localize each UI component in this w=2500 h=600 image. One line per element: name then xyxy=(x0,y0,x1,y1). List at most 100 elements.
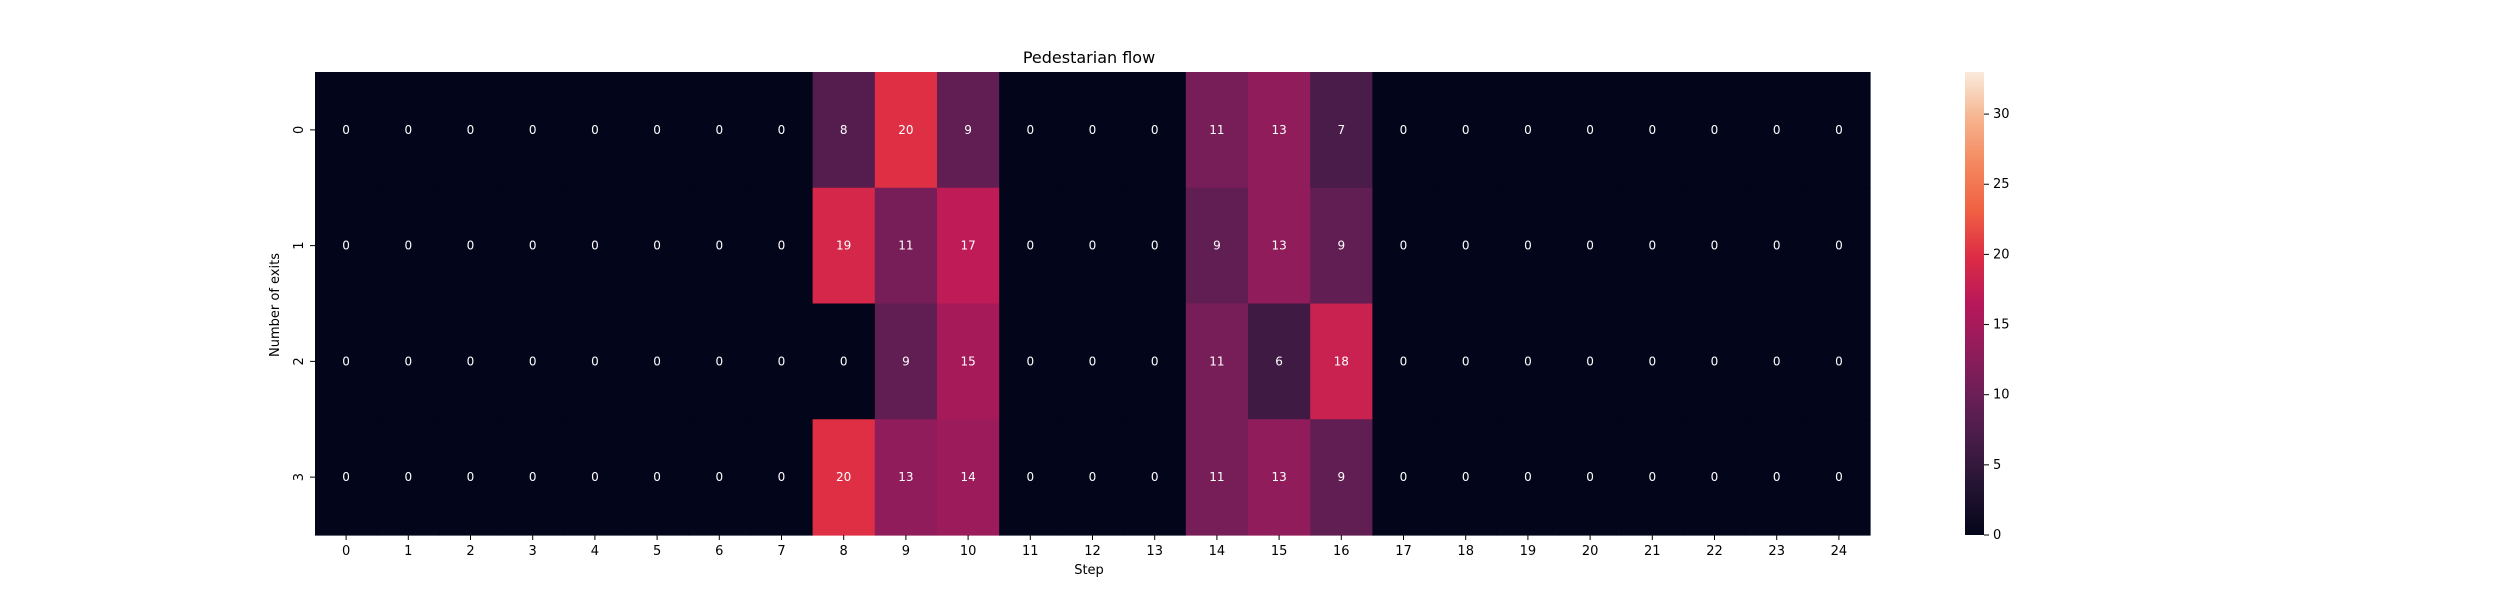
heatmap-cell xyxy=(1683,303,1747,420)
cell-annotation: 0 xyxy=(778,470,786,484)
cell-annotation: 0 xyxy=(778,123,786,137)
heatmap-cell xyxy=(1621,303,1684,420)
heatmap-cell xyxy=(315,72,378,189)
cell-annotation: 0 xyxy=(715,354,723,368)
x-tick-label: 3 xyxy=(529,544,537,559)
cell-annotation: 0 xyxy=(1586,470,1594,484)
heatmap-cell xyxy=(1310,303,1373,420)
cell-annotation: 0 xyxy=(1711,123,1719,137)
heatmap-cell xyxy=(1061,72,1125,189)
cell-annotation: 0 xyxy=(529,354,537,368)
cell-annotation: 11 xyxy=(1209,354,1224,368)
heatmap-cell xyxy=(812,303,876,420)
x-tick-label: 11 xyxy=(1022,544,1039,559)
cell-annotation: 0 xyxy=(1773,123,1781,137)
heatmap-cell xyxy=(1123,72,1187,189)
cell-annotation: 0 xyxy=(1773,470,1781,484)
x-tick-label: 7 xyxy=(777,544,785,559)
cell-annotation: 0 xyxy=(715,239,723,253)
cell-annotation: 0 xyxy=(1773,354,1781,368)
heatmap-cell xyxy=(812,187,876,305)
cell-annotation: 13 xyxy=(898,470,913,484)
y-axis: 0 1 2 3 xyxy=(292,126,315,481)
heatmap-cell xyxy=(626,419,689,536)
cell-annotation: 0 xyxy=(404,123,412,137)
cell-annotation: 0 xyxy=(1151,470,1159,484)
colorbar-tick-label: 20 xyxy=(1993,247,2010,262)
heatmap-cell xyxy=(563,303,627,420)
cell-annotation: 0 xyxy=(1026,354,1034,368)
colorbar-tick-label: 5 xyxy=(1993,458,2001,473)
x-tick-label: 19 xyxy=(1520,544,1537,559)
heatmap-cell xyxy=(501,72,565,189)
colorbar-tick-label: 25 xyxy=(1993,177,2010,192)
cell-annotation: 9 xyxy=(1213,239,1221,253)
cell-annotation: 8 xyxy=(840,123,848,137)
cell-annotation: 9 xyxy=(902,354,910,368)
heatmap-cell xyxy=(688,419,751,536)
heatmap-cell xyxy=(1496,72,1560,189)
heatmap-cell xyxy=(626,72,689,189)
heatmap-cell xyxy=(1621,419,1684,536)
heatmap-cell xyxy=(750,303,814,420)
heatmap-cell xyxy=(439,72,503,189)
x-axis-label: Step xyxy=(1074,563,1104,578)
heatmap-cell xyxy=(1434,187,1498,305)
heatmap-cell xyxy=(563,187,627,305)
heatmap-cell xyxy=(1807,187,1871,305)
heatmap-cell xyxy=(1807,72,1871,189)
heatmap-cells xyxy=(315,72,1871,536)
x-tick-label: 12 xyxy=(1084,544,1101,559)
heatmap-cell xyxy=(1372,187,1436,305)
x-tick-label: 5 xyxy=(653,544,661,559)
cell-annotation: 0 xyxy=(1711,239,1719,253)
heatmap-cell xyxy=(1061,187,1125,305)
chart-title: Pedestarian flow xyxy=(1023,48,1155,67)
x-tick-label: 0 xyxy=(342,544,350,559)
heatmap-cell xyxy=(1372,303,1436,420)
cell-annotation: 0 xyxy=(1400,470,1408,484)
cell-annotation: 0 xyxy=(1026,239,1034,253)
cell-annotation: 0 xyxy=(653,470,661,484)
y-tick-label: 1 xyxy=(292,241,307,249)
heatmap-cell xyxy=(1123,419,1187,536)
heatmap-cell xyxy=(1745,72,1809,189)
heatmap-cell xyxy=(1496,303,1560,420)
cell-annotation: 11 xyxy=(1209,123,1224,137)
x-tick-label: 14 xyxy=(1209,544,1226,559)
cell-annotation: 13 xyxy=(1271,123,1286,137)
cell-annotation: 0 xyxy=(1648,470,1656,484)
colorbar-ticks: 0 5 10 15 20 25 30 xyxy=(1984,107,2010,543)
heatmap-cell xyxy=(377,187,440,305)
cell-annotation: 0 xyxy=(591,239,599,253)
heatmap-cell xyxy=(1434,303,1498,420)
cell-annotation: 7 xyxy=(1337,123,1345,137)
cell-annotation: 0 xyxy=(840,354,848,368)
heatmap-cell xyxy=(999,72,1062,189)
cell-annotation: 0 xyxy=(1586,354,1594,368)
x-tick-label: 1 xyxy=(404,544,412,559)
cell-annotation: 0 xyxy=(653,239,661,253)
cell-annotation: 0 xyxy=(1026,123,1034,137)
x-tick-label: 4 xyxy=(591,544,599,559)
cell-annotation: 20 xyxy=(836,470,851,484)
heatmap-cell xyxy=(1559,187,1622,305)
heatmap-cell xyxy=(501,187,565,305)
cell-annotation: 0 xyxy=(591,123,599,137)
heatmap-cell xyxy=(1123,187,1187,305)
cell-annotation: 0 xyxy=(467,354,475,368)
heatmap-cell xyxy=(1185,187,1249,305)
heatmap-cell xyxy=(501,419,565,536)
heatmap-cell xyxy=(999,187,1062,305)
cell-annotation: 6 xyxy=(1275,354,1283,368)
heatmap-cell xyxy=(626,187,689,305)
cell-annotation: 0 xyxy=(1648,354,1656,368)
cell-annotation: 0 xyxy=(653,354,661,368)
heatmap-cell xyxy=(315,303,378,420)
cell-annotation: 0 xyxy=(1835,354,1843,368)
heatmap-cell xyxy=(626,303,689,420)
cell-annotation: 0 xyxy=(1835,123,1843,137)
cell-annotation: 0 xyxy=(1586,123,1594,137)
cell-annotation: 0 xyxy=(1026,470,1034,484)
cell-annotation: 0 xyxy=(467,239,475,253)
